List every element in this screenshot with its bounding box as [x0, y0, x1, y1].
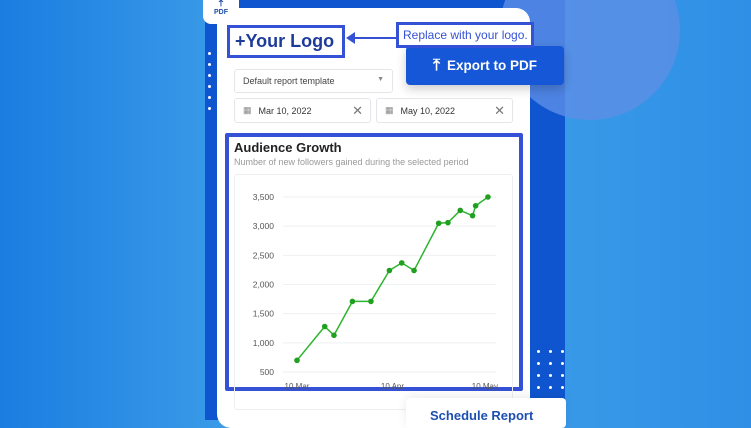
calendar-icon: ▦ [385, 105, 394, 115]
decorative-dots [537, 350, 564, 389]
y-tick-label: 3,000 [253, 221, 275, 231]
y-tick-label: 1,500 [253, 309, 275, 319]
data-point [435, 220, 442, 227]
calendar-icon: ▦ [243, 105, 252, 115]
template-select[interactable]: Default report template ▼ [234, 69, 393, 93]
export-to-pdf-button[interactable]: ⤒ Export to PDF [406, 46, 564, 85]
y-tick-label: 3,500 [253, 192, 275, 202]
data-point [386, 267, 393, 274]
series-line [296, 196, 489, 361]
data-point [368, 298, 374, 305]
data-point [469, 212, 476, 219]
chart-title: Audience Growth [234, 140, 342, 155]
chart-subtitle: Number of new followers gained during th… [234, 157, 469, 167]
chevron-down-icon: ▼ [377, 76, 384, 83]
data-point [457, 207, 464, 214]
end-date-field[interactable]: ▦ May 10, 2022 ✕ [376, 98, 513, 123]
x-tick-label: 10 Mar [285, 382, 310, 391]
logo-placeholder[interactable]: +Your Logo [227, 25, 345, 58]
data-point [445, 219, 451, 226]
data-point [294, 357, 300, 364]
clear-icon[interactable]: ✕ [494, 102, 505, 118]
pdf-badge: ⤒ PDF [203, 0, 239, 24]
clear-icon[interactable]: ✕ [352, 102, 363, 118]
data-point [411, 267, 417, 274]
data-point [485, 194, 491, 200]
callout-label: Replace with your logo. [396, 22, 534, 48]
data-point [321, 323, 328, 330]
decorative-dots [208, 52, 211, 110]
upload-icon: ⤒ [432, 56, 441, 74]
start-date-field[interactable]: ▦ Mar 10, 2022 ✕ [234, 98, 371, 123]
data-point [398, 260, 405, 266]
x-tick-label: 10 Apr [381, 382, 404, 391]
chart-container [234, 174, 513, 410]
x-tick-label: 10 May [472, 382, 498, 391]
data-point [331, 332, 337, 339]
data-point [349, 298, 356, 305]
y-tick-label: 1,000 [253, 338, 275, 348]
arrow-left-icon [346, 32, 396, 44]
y-tick-label: 2,500 [253, 250, 275, 260]
y-tick-label: 500 [260, 367, 274, 377]
data-point [472, 202, 479, 209]
schedule-report-button[interactable]: Schedule Report [406, 398, 566, 428]
y-tick-label: 2,000 [253, 280, 275, 290]
chart-highlight-frame [225, 133, 523, 391]
upload-icon: ⤒ [218, 0, 224, 9]
